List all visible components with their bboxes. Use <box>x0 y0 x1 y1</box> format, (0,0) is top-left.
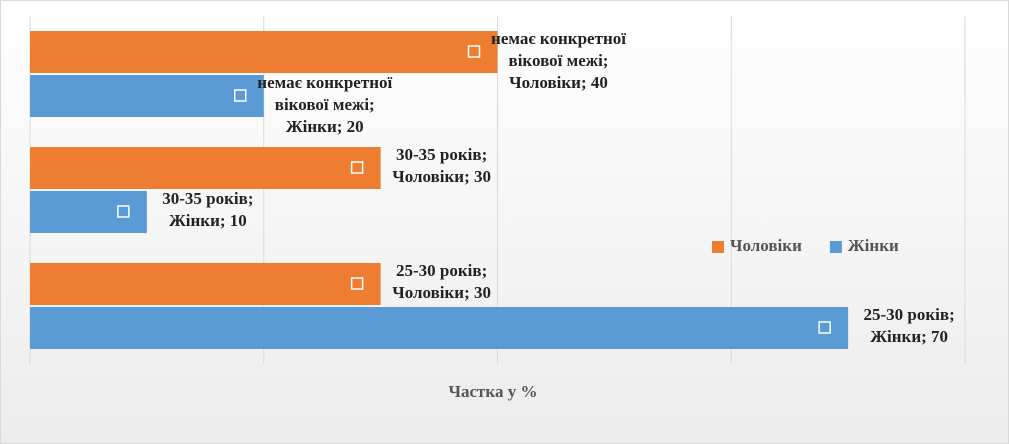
legend-swatch <box>712 241 724 253</box>
legend-label: Жінки <box>848 236 899 255</box>
data-label: 25-30 років; Жінки; 70 <box>863 305 955 346</box>
data-label: немає конкретної вікової межі; Чоловіки;… <box>491 29 626 92</box>
label-marker <box>117 205 130 218</box>
label-marker <box>467 45 481 58</box>
data-label: 25-30 років; Чоловіки; 30 <box>392 261 492 302</box>
data-label: 30-35 років; Жінки; 10 <box>162 189 254 230</box>
data-label: 30-35 років; Чоловіки; 30 <box>392 145 492 186</box>
legend-label: Чоловіки <box>730 236 802 255</box>
label-marker <box>350 161 364 174</box>
label-marker <box>818 321 831 334</box>
x-axis-title: Частка у % <box>449 382 538 401</box>
bar <box>30 75 264 117</box>
label-marker <box>350 277 364 290</box>
legend-swatch <box>829 241 842 253</box>
data-label: немає конкретної вікової межі; Жінки; 20 <box>257 73 393 136</box>
bar <box>30 31 498 73</box>
bar <box>30 307 849 349</box>
bar <box>30 263 381 305</box>
label-marker <box>234 89 247 102</box>
bar <box>30 147 381 189</box>
